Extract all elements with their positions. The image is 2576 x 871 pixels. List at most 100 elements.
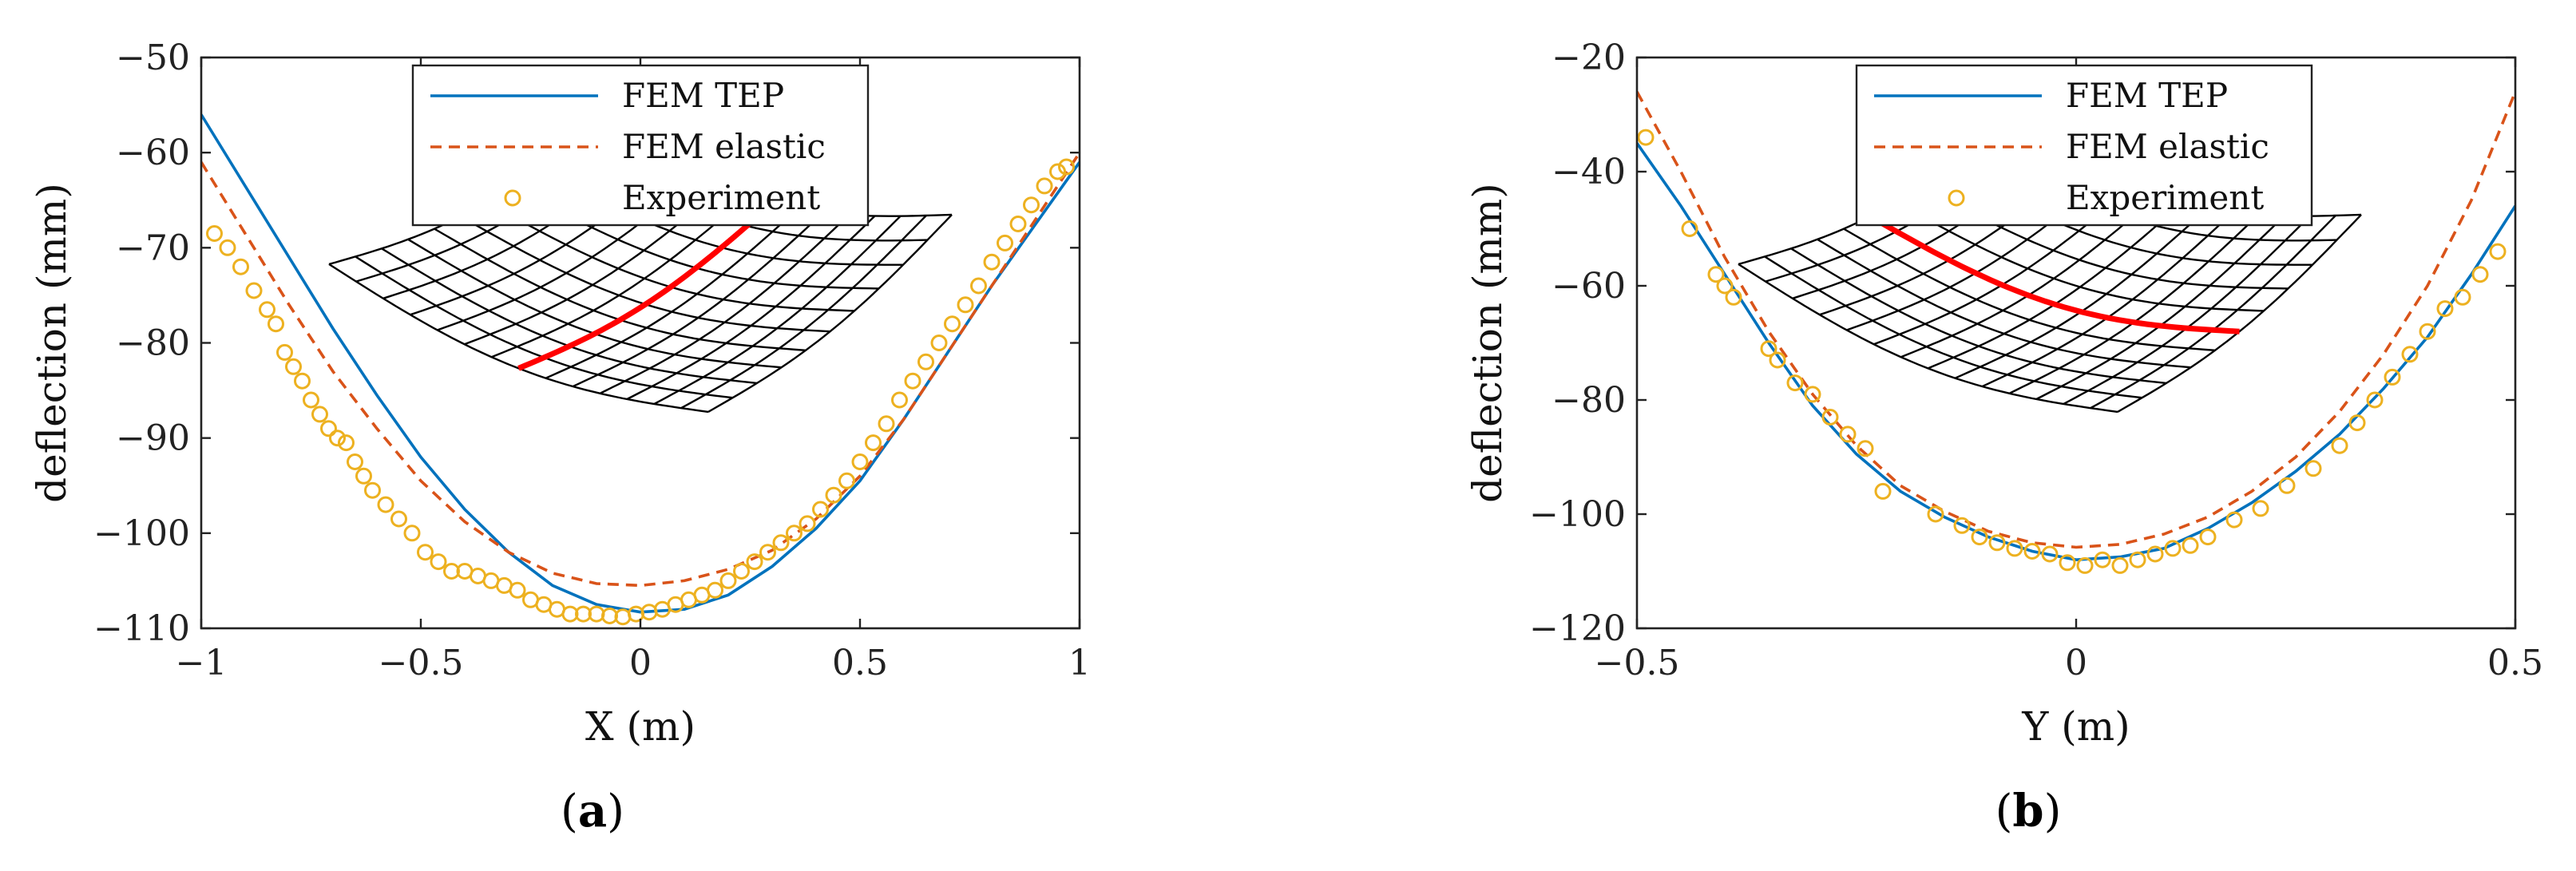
experiment-point: [2164, 540, 2182, 557]
experiment-point: [2348, 414, 2366, 432]
experiment-point: [2129, 551, 2146, 568]
experiment-point: [2331, 437, 2348, 454]
experiment-point: [2384, 368, 2401, 386]
experiment-point: [2454, 288, 2471, 306]
x-tick-label: 0.5: [832, 643, 888, 683]
mesh-line: [491, 196, 747, 358]
experiment-point: [430, 553, 447, 571]
fem-elastic-line: [201, 152, 1080, 588]
mesh-line: [1954, 208, 2208, 379]
experiment-point: [1839, 426, 1857, 443]
legend-entry: Experiment: [2066, 178, 2264, 217]
experiment-point: [2366, 391, 2384, 409]
y-axis-label: deflection (mm): [29, 183, 75, 503]
experiment-point: [1681, 220, 1698, 237]
experiment-point: [930, 335, 948, 351]
experiment-point: [1927, 505, 1944, 523]
y-tick-label: −60: [116, 133, 190, 173]
experiment-point: [377, 496, 394, 513]
experiment-point: [2305, 460, 2322, 477]
mesh-line: [707, 214, 953, 413]
mesh-line: [572, 212, 825, 388]
experiment-point: [786, 525, 803, 542]
experiment-point: [1716, 277, 1734, 295]
y-tick-label: −50: [116, 38, 190, 78]
x-axis-label: X (m): [585, 703, 696, 750]
y-tick-label: −120: [1529, 608, 1626, 649]
legend-entry: Experiment: [622, 178, 820, 217]
experiment-point: [1058, 158, 1075, 176]
experiment-point: [1725, 288, 1742, 306]
x-tick-label: 0: [2065, 643, 2087, 683]
experiment-point: [1707, 266, 1725, 283]
experiment-point: [1036, 177, 1053, 195]
experiment-point: [1637, 129, 1655, 146]
mesh-line: [1843, 228, 2216, 351]
experiment-point: [2225, 511, 2243, 529]
panel-label: (a): [561, 785, 624, 837]
experiment-point: [2146, 545, 2164, 563]
experiment-point: [2059, 554, 2076, 572]
experiment-point: [707, 581, 723, 599]
experiment-point: [759, 544, 776, 561]
experiment-point: [997, 234, 1013, 251]
legend-box: [1855, 64, 2313, 227]
y-axis-label: deflection (mm): [1464, 183, 1511, 503]
experiment-point: [417, 544, 434, 561]
legend: FEM TEP FEM elastic Experiment: [1855, 64, 2313, 227]
experiment-point: [338, 434, 355, 452]
experiment-point: [268, 315, 284, 333]
legend: FEM TEP FEM elastic Experiment: [411, 64, 870, 227]
chart-panel-b: −0.5 0 0.5 −120 −100 −80 −60 −40 −20 Y (m) deflect…: [1464, 38, 2543, 837]
y-tick-label: −40: [1552, 152, 1626, 192]
legend-entry: FEM TEP: [2066, 76, 2228, 115]
experiment-point: [2111, 556, 2129, 574]
experiment-point: [285, 358, 302, 375]
experiment-point: [2094, 551, 2111, 568]
experiment-point: [259, 301, 275, 319]
experiment-point: [983, 253, 1001, 271]
mesh-line: [653, 215, 902, 406]
experiment-point: [904, 372, 921, 390]
experiment-point: [1760, 340, 1777, 358]
experiment-point: [206, 225, 223, 242]
mesh-line: [328, 263, 709, 414]
experiment-point: [851, 453, 869, 470]
y-tick-label: −80: [116, 323, 190, 364]
experiment-point: [355, 467, 372, 485]
x-tick-label: 0.5: [2487, 643, 2543, 683]
experiment-point: [1988, 534, 2006, 552]
experiment-point: [891, 391, 908, 409]
experiment-point: [719, 572, 737, 589]
mesh-inset: [1738, 131, 2362, 414]
experiment-point: [2041, 545, 2059, 563]
experiment-point: [1857, 440, 1874, 457]
experiment-point: [865, 434, 882, 452]
experiment-point: [509, 581, 526, 599]
experiment-point: [944, 315, 961, 333]
y-tick-label: −100: [93, 513, 190, 554]
mesh-highlight-line: [1869, 214, 2240, 335]
fem-elastic-line: [1637, 91, 2515, 549]
mesh-line: [680, 215, 927, 410]
experiment-point: [1804, 386, 1821, 403]
experiment-point: [2182, 536, 2199, 554]
y-tick-label: −100: [1529, 494, 1626, 535]
legend-marker: [1948, 189, 1965, 207]
experiment-point: [2006, 540, 2023, 557]
experiment-point: [2023, 543, 2041, 560]
experiment-point: [2419, 323, 2436, 340]
y-tick-label: −70: [116, 228, 190, 268]
legend-box: [411, 64, 870, 227]
experiment-point: [838, 472, 855, 489]
experiment-point: [2489, 243, 2507, 260]
mesh-line: [599, 214, 850, 394]
experiment-point: [1049, 163, 1066, 180]
experiment-point: [825, 486, 842, 504]
experiment-point: [403, 525, 421, 542]
y-tick-label: −80: [1552, 380, 1626, 421]
experiment-point: [772, 534, 790, 552]
experiment-point: [320, 420, 337, 437]
y-tick-label: −110: [93, 608, 190, 649]
